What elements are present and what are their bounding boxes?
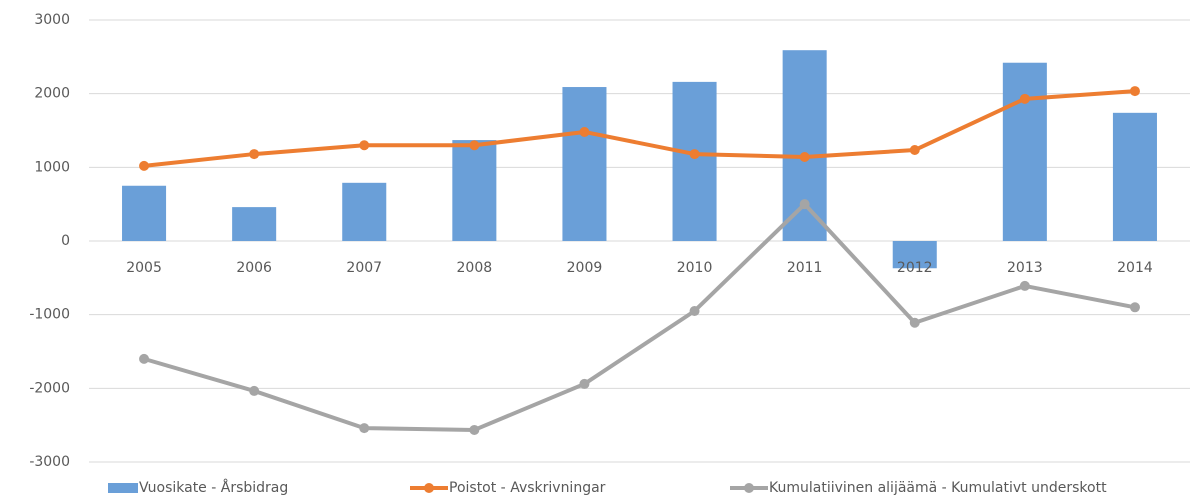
point xyxy=(799,199,810,210)
point xyxy=(909,317,920,328)
point xyxy=(469,424,480,435)
x-tick-label: 2007 xyxy=(346,260,382,276)
point xyxy=(249,385,260,396)
x-tick-label: 2013 xyxy=(1007,260,1043,276)
bar xyxy=(782,50,827,241)
point xyxy=(909,145,920,156)
y-tick-label: -2000 xyxy=(29,380,70,396)
x-tick-label: 2008 xyxy=(457,260,493,276)
bar xyxy=(1002,62,1047,241)
legend-swatch xyxy=(744,483,754,493)
point xyxy=(359,140,370,151)
y-tick-label: 1000 xyxy=(34,159,70,175)
bar xyxy=(1112,112,1157,241)
y-tick-label: 2000 xyxy=(34,86,70,102)
point xyxy=(579,378,590,389)
point xyxy=(579,126,590,137)
x-tick-label: 2012 xyxy=(897,260,933,276)
point xyxy=(249,149,260,160)
legend-label: Poistot - Avskrivningar xyxy=(449,480,606,496)
point xyxy=(139,353,150,364)
x-tick-label: 2014 xyxy=(1117,260,1153,276)
point xyxy=(1019,93,1030,104)
point xyxy=(689,305,700,316)
point xyxy=(1019,280,1030,291)
bar xyxy=(452,140,497,241)
legend-swatch xyxy=(424,483,434,493)
point xyxy=(1129,302,1140,313)
point xyxy=(139,160,150,171)
y-tick-label: -3000 xyxy=(29,454,70,470)
line xyxy=(143,89,1136,168)
x-tick-label: 2006 xyxy=(236,260,272,276)
legend-label: Vuosikate - Årsbidrag xyxy=(139,479,288,496)
y-tick-label: 3000 xyxy=(34,12,70,28)
point xyxy=(799,152,810,163)
legend-label: Kumulatiivinen alijäämä - Kumulativt und… xyxy=(769,480,1107,496)
y-tick-label: 0 xyxy=(61,233,70,249)
bar xyxy=(342,182,387,241)
bar xyxy=(232,207,277,241)
x-tick-label: 2011 xyxy=(787,260,823,276)
point xyxy=(1129,86,1140,97)
legend-swatch xyxy=(108,483,138,493)
x-tick-label: 2009 xyxy=(567,260,603,276)
bar xyxy=(562,87,607,241)
y-tick-label: -1000 xyxy=(29,307,70,323)
point xyxy=(469,140,480,151)
x-tick-label: 2005 xyxy=(126,260,162,276)
line xyxy=(143,202,1136,432)
point xyxy=(359,423,370,434)
bar xyxy=(892,241,937,269)
bar xyxy=(672,81,717,241)
point xyxy=(689,149,700,160)
bar xyxy=(122,185,167,241)
x-tick-label: 2010 xyxy=(677,260,713,276)
